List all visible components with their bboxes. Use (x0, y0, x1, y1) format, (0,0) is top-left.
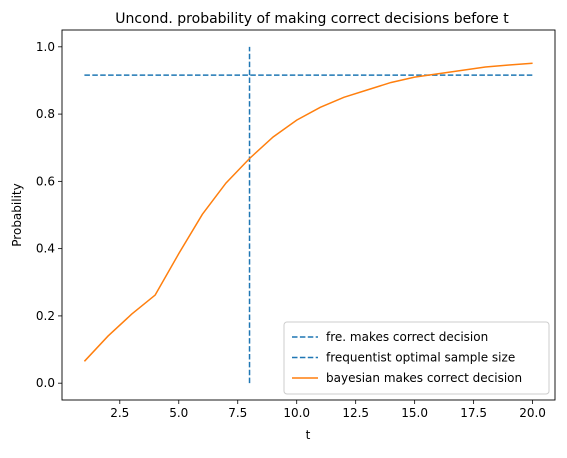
y-tick-label: 0.8 (36, 107, 55, 121)
axes: 2.5 5.0 7.5 10.0 12.5 15.0 17.5 20.0 0.0 0.2 0.4 0.… (36, 40, 546, 420)
y-tick-label: 0.4 (36, 242, 55, 256)
x-tick-label: 5.0 (169, 406, 188, 420)
x-tick-label: 7.5 (228, 406, 247, 420)
x-tick-label: 17.5 (460, 406, 487, 420)
x-tick-label: 2.5 (110, 406, 129, 420)
y-tick-label: 0.2 (36, 309, 55, 323)
legend-label-1: fre. makes correct decision (326, 330, 488, 344)
y-tick-label: 0.6 (36, 174, 55, 188)
series-line-3 (83, 62, 533, 362)
plot-frame (61, 29, 556, 401)
y-tick-label: 1.0 (36, 40, 55, 54)
y-axis-label: Probability (10, 183, 24, 246)
x-tick-label: 20.0 (519, 406, 546, 420)
legend-label-3: bayesian makes correct decision (326, 371, 522, 385)
legend: fre. makes correct decision frequentist o… (283, 321, 550, 395)
x-tick-label: 15.0 (401, 406, 428, 420)
x-tick-label: 12.5 (342, 406, 369, 420)
legend-box (283, 321, 550, 395)
y-tick-label: 0.0 (36, 376, 55, 390)
legend-label-2: frequentist optimal sample size (326, 351, 515, 365)
x-tick-label: 10.0 (283, 406, 310, 420)
x-axis-label: t (306, 428, 311, 442)
chart-title: Uncond. probability of making correct de… (115, 11, 509, 27)
plot-area (83, 46, 533, 384)
